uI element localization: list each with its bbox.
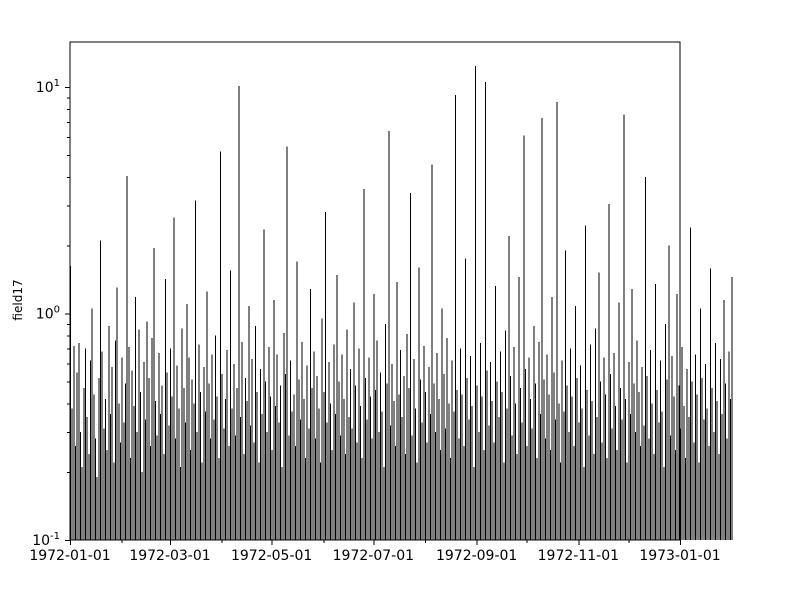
x-tick-label: 1972-11-01 [538,548,619,564]
y-tick-exponent: 1 [54,78,60,89]
x-tick-label: 1972-09-01 [436,548,517,564]
x-tick-label: 1972-01-01 [29,548,110,564]
y-tick-exponent: 0 [54,305,60,316]
y-tick-label: 101 [36,78,60,96]
x-tick-label: 1972-07-01 [333,548,414,564]
axis-ticks [65,86,682,545]
impulse-series [70,65,733,540]
y-tick-label: 10-1 [32,531,60,549]
y-axis-title: field17 [11,279,25,320]
x-tick-label: 1973-01-01 [639,548,720,564]
y-axis-title-text: field17 [11,279,25,320]
y-tick-exponent: -1 [50,531,60,542]
y-tick-label: 100 [36,305,60,323]
x-tick-label: 1972-05-01 [231,548,312,564]
x-tick-label: 1972-03-01 [129,548,210,564]
